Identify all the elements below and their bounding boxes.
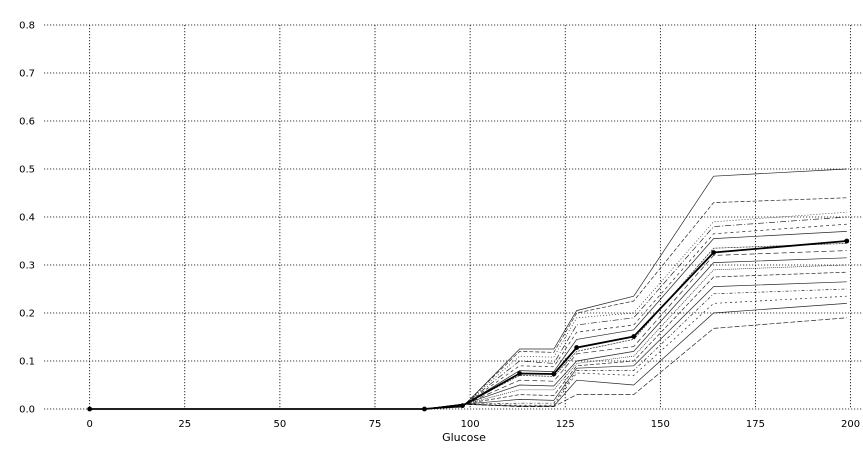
y-tick-label: 0.6	[19, 117, 35, 128]
individual-curves	[89, 168, 847, 410]
average-curve	[87, 238, 850, 412]
x-tick-label: 0	[86, 419, 92, 430]
grid-lines	[44, 24, 862, 410]
average-curve-line	[89, 240, 847, 410]
average-curve-point	[711, 250, 717, 255]
individual-curve-line	[89, 243, 847, 410]
y-axis-ticks: 0.0 0.1 0.2 0.3 0.4 0.5 0.6 0.7 0.8	[19, 21, 35, 416]
x-tick-label: 150	[651, 419, 670, 430]
average-curve-point	[460, 403, 465, 409]
average-curve-point	[574, 345, 580, 350]
x-axis-ticks: 0 25 50 75 100 125 150 175 200	[86, 419, 860, 430]
average-curve-point	[422, 406, 427, 412]
individual-curve-line	[89, 250, 847, 410]
x-tick-label: 100	[461, 419, 480, 430]
x-tick-label: 50	[274, 419, 287, 430]
average-curve-point	[551, 371, 557, 377]
average-curve-point	[517, 371, 522, 376]
individual-curve-line	[89, 168, 847, 410]
individual-curve-line	[89, 257, 847, 410]
x-tick-label: 200	[841, 419, 860, 430]
y-tick-label: 0.5	[19, 165, 35, 176]
y-tick-label: 0.8	[19, 21, 35, 32]
individual-curve-line	[89, 216, 847, 410]
x-axis-label: Glucose	[442, 431, 486, 444]
x-tick-label: 75	[369, 419, 382, 430]
individual-curve-line	[89, 197, 847, 410]
individual-curve-line	[89, 271, 847, 410]
y-tick-label: 0.7	[19, 69, 35, 80]
individual-curve-line	[89, 223, 847, 410]
average-curve-point	[844, 238, 850, 244]
individual-curve-line	[89, 231, 847, 410]
average-curve-point	[631, 334, 637, 339]
y-tick-label: 0.2	[19, 309, 35, 320]
individual-curve-line	[89, 211, 847, 410]
individual-curve-line	[89, 264, 847, 410]
x-tick-label: 25	[178, 419, 191, 430]
individual-curve-line	[89, 288, 847, 410]
average-curve-point	[87, 406, 93, 412]
y-tick-label: 0.4	[19, 213, 35, 224]
y-tick-label: 0.3	[19, 261, 35, 272]
individual-curve-line	[89, 317, 847, 410]
x-tick-label: 125	[556, 419, 575, 430]
y-tick-label: 0.0	[19, 405, 35, 416]
x-tick-label: 175	[746, 419, 765, 430]
individual-curve-line	[89, 281, 847, 410]
individual-curve-line	[89, 303, 847, 410]
y-tick-label: 0.1	[19, 357, 35, 368]
